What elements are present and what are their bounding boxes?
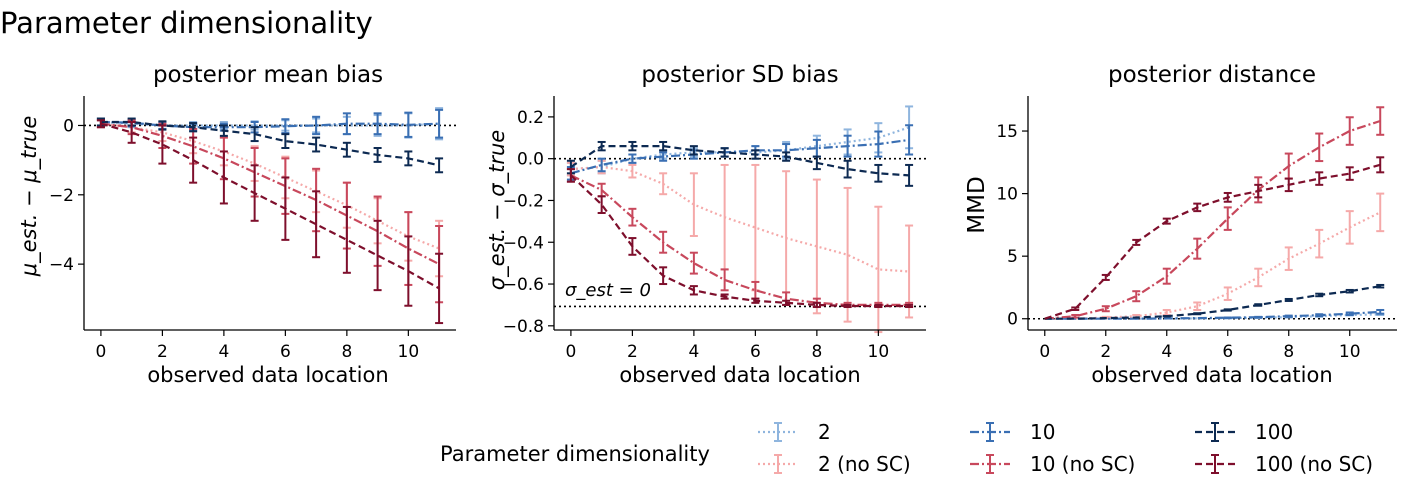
y-tick-label: −0.4	[503, 233, 544, 253]
x-tick-label: 8	[341, 342, 352, 362]
series-100	[566, 140, 914, 187]
y-tick-label: −0.2	[503, 191, 544, 211]
x-axis-label: observed data location	[147, 363, 388, 387]
y-tick-label: 0.0	[517, 150, 544, 170]
series-line	[1044, 211, 1381, 320]
y-tick-label: −0.8	[503, 317, 544, 337]
series-line	[1044, 119, 1381, 320]
x-tick-label: 4	[1161, 342, 1172, 362]
series-10-no-sc-	[96, 119, 444, 304]
series-line	[100, 122, 440, 250]
sd-zero-annotation: σ_est = 0	[565, 280, 651, 301]
x-axis-label: observed data location	[619, 363, 860, 387]
x-tick-label: 2	[627, 342, 638, 362]
y-axis-label: μ_est. − μ_true	[17, 116, 42, 278]
x-tick-label: 6	[280, 342, 291, 362]
series-2	[566, 105, 914, 177]
x-tick-label: 0	[95, 342, 106, 362]
legend-item-100-no-sc-: 100 (no SC)	[1195, 452, 1373, 476]
legend-item-100: 100	[1195, 420, 1293, 444]
y-axis-label: σ_est. − σ_true	[485, 130, 510, 290]
series-100-no-sc-	[96, 119, 444, 325]
x-axis-label: observed data location	[1091, 363, 1332, 387]
x-tick-label: 6	[1222, 342, 1233, 362]
y-tick-label: −0.6	[503, 275, 544, 295]
panel-sd-bias: posterior SD bias 0 2 4 6 8 10 0.2 0.0 −0.2 −0.4 −…	[485, 62, 926, 387]
x-tick-label: 6	[750, 342, 761, 362]
series-2-no-sc-	[96, 119, 444, 278]
y-tick-label: 10	[996, 185, 1018, 205]
series-100-no-sc-	[1044, 156, 1385, 320]
series-line	[570, 174, 910, 308]
y-tick-label: 0	[1007, 310, 1018, 330]
y-tick-label: 5	[1007, 247, 1018, 267]
x-tick-label: 10	[398, 342, 420, 362]
legend-label: 10 (no SC)	[1030, 452, 1135, 476]
legend-label: 2 (no SC)	[818, 452, 911, 476]
x-tick-label: 0	[565, 342, 576, 362]
series-line	[570, 138, 910, 175]
x-tick-label: 10	[1339, 342, 1361, 362]
series-10-no-sc-	[1044, 106, 1385, 320]
chart-title: posterior distance	[1108, 62, 1316, 88]
x-tick-label: 4	[218, 342, 229, 362]
x-tick-label: 0	[1039, 342, 1050, 362]
y-tick-label: 0.2	[517, 108, 544, 128]
legend-item-10-no-sc-: 10 (no SC)	[970, 452, 1135, 476]
x-tick-label: 8	[1283, 342, 1294, 362]
series-line	[100, 122, 440, 290]
panel-distance: posterior distance 0 2 4 6 8 10 0 5 10 15 observe…	[964, 62, 1397, 387]
legend-label: 100 (no SC)	[1255, 452, 1373, 476]
y-tick-label: 0	[63, 116, 74, 136]
x-tick-label: 8	[811, 342, 822, 362]
series-line	[1044, 163, 1381, 320]
legend-item-2: 2	[758, 420, 831, 444]
series-100-no-sc-	[566, 168, 914, 309]
legend-label: 2	[818, 420, 831, 444]
series-line	[1044, 285, 1381, 320]
y-tick-label: −2	[49, 186, 74, 206]
legend-item-10: 10	[970, 420, 1055, 444]
chart-title: posterior mean bias	[153, 62, 383, 88]
series-2-no-sc-	[1044, 192, 1385, 320]
series-line	[100, 122, 440, 266]
legend: Parameter dimensionality 2 2 (no SC) 10 10 …	[440, 420, 1373, 476]
x-tick-label: 10	[868, 342, 890, 362]
legend-label: 100	[1255, 420, 1293, 444]
x-tick-label: 2	[1100, 342, 1111, 362]
x-tick-label: 4	[688, 342, 699, 362]
panel-mean-bias: posterior mean bias 0 2 4 6 8 10 0 −2 −4 observe…	[17, 62, 456, 387]
y-tick-label: −4	[49, 255, 74, 275]
legend-title: Parameter dimensionality	[440, 442, 710, 466]
series-line	[570, 126, 910, 171]
figure-title: Parameter dimensionality	[0, 6, 373, 40]
chart-title: posterior SD bias	[641, 62, 838, 88]
series-line	[570, 145, 910, 177]
series-line	[100, 120, 440, 167]
x-tick-label: 2	[157, 342, 168, 362]
y-tick-label: 15	[996, 122, 1018, 142]
series-line	[570, 165, 910, 273]
y-axis-label: MMD	[964, 176, 990, 233]
legend-item-2-no-sc-: 2 (no SC)	[758, 452, 911, 476]
series-100	[1044, 283, 1385, 320]
series-2-no-sc-	[566, 159, 914, 334]
legend-label: 10	[1030, 420, 1055, 444]
